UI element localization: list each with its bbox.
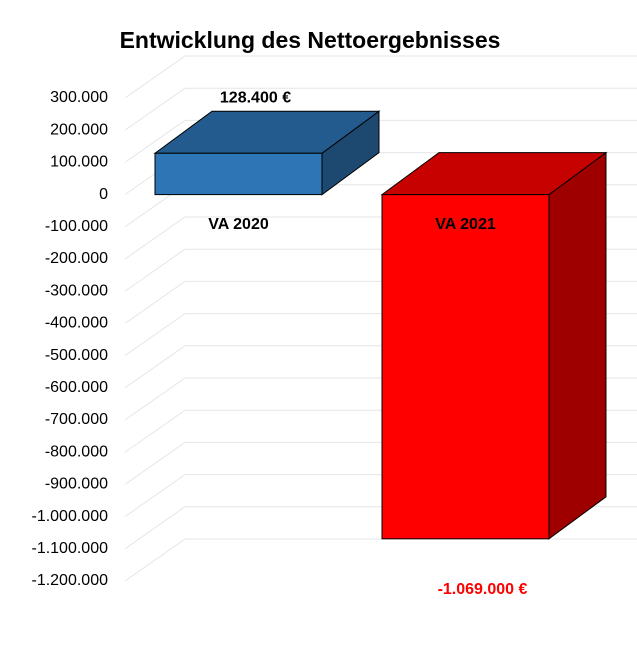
- category-label: VA 2021: [435, 216, 496, 233]
- grid-line: [124, 119, 637, 163]
- data-label: -1.069.000 €: [438, 581, 528, 598]
- bar: [381, 194, 550, 540]
- y-tick-label: -800.000: [45, 443, 108, 460]
- y-tick-label: 100.000: [50, 154, 108, 171]
- y-tick-label: -600.000: [45, 379, 108, 396]
- y-tick-label: -700.000: [45, 411, 108, 428]
- y-tick-label: -1.000.000: [31, 508, 108, 525]
- grid-line: [124, 55, 637, 99]
- chart-title: Entwicklung des Nettoergebnisses: [120, 27, 501, 53]
- category-label: VA 2020: [208, 216, 269, 233]
- y-tick-label: 0: [99, 186, 108, 203]
- data-label: 128.400 €: [220, 89, 291, 106]
- y-tick-label: -400.000: [45, 315, 108, 332]
- y-tick-label: -900.000: [45, 476, 108, 493]
- y-tick-label: 300.000: [50, 89, 108, 106]
- y-tick-label: -500.000: [45, 347, 108, 364]
- bar: [154, 152, 323, 196]
- y-tick-label: -300.000: [45, 282, 108, 299]
- y-tick-label: -1.100.000: [31, 540, 108, 557]
- y-tick-label: 200.000: [50, 121, 108, 138]
- y-tick-label: -1.200.000: [31, 572, 108, 589]
- bar-side: [548, 151, 607, 540]
- grid-line: [124, 538, 637, 582]
- y-tick-label: -100.000: [45, 218, 108, 235]
- grid-line: [124, 87, 637, 131]
- y-tick-label: -200.000: [45, 250, 108, 267]
